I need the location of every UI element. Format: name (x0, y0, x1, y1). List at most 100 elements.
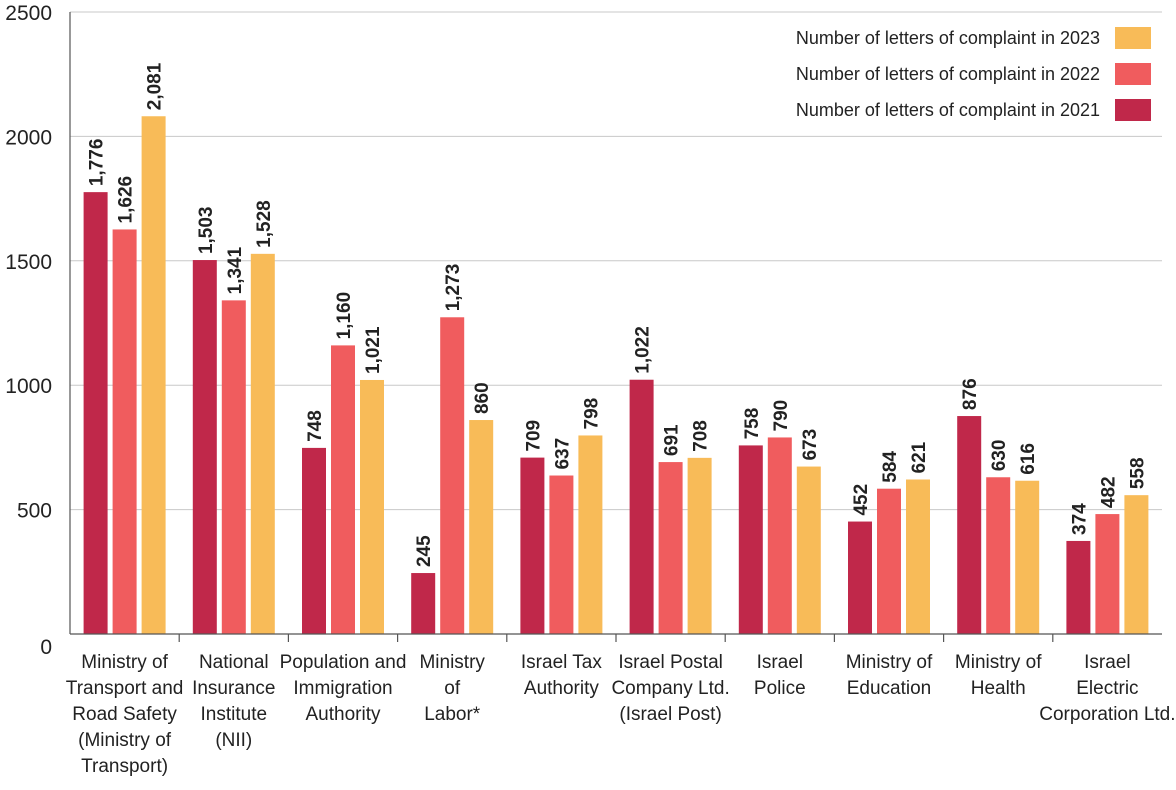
data-label: 748 (305, 410, 326, 442)
y-axis-ticks: 0 500 1000 1500 2000 2500 (5, 2, 52, 659)
x-tick-label-line: (Israel Post) (619, 704, 721, 725)
x-tick-label-line: Population and (280, 652, 407, 673)
x-tick-label-line: Ministry (419, 652, 485, 673)
y-tick-label: 500 (17, 500, 52, 523)
bar (1124, 495, 1149, 634)
bar (250, 253, 275, 634)
data-label: 790 (771, 400, 792, 432)
bar (141, 116, 166, 635)
x-tick-label-line: Transport) (81, 756, 168, 777)
x-tick-label: Israel Tax Authority (521, 652, 602, 699)
y-tick-label: 2500 (5, 2, 52, 25)
bar (411, 573, 436, 634)
x-tick-label-line: Israel (1084, 652, 1130, 673)
x-tick-label-line: National (199, 652, 269, 673)
bar (331, 345, 355, 634)
data-label: 876 (960, 378, 981, 410)
bar (520, 457, 545, 634)
bar (1015, 480, 1040, 634)
x-tick-label: Ministry of Health (955, 652, 1042, 699)
data-label: 1,341 (225, 246, 246, 294)
x-tick-label-line: (Ministry of (78, 730, 172, 751)
data-label: 482 (1098, 476, 1119, 508)
bar (192, 260, 217, 634)
x-tick-label-line: Corporation Ltd. (1039, 704, 1175, 725)
bar (112, 229, 137, 634)
x-tick-label: Israel Electric Corporation Ltd. (1039, 652, 1175, 725)
bar (658, 462, 683, 634)
x-tick-label: Israel Postal Company Ltd. (Israel Post) (611, 652, 729, 725)
y-tick-label: 1000 (5, 375, 52, 398)
bar (848, 521, 872, 634)
data-label: 2,081 (145, 62, 166, 110)
x-tick-label-line: Institute (201, 704, 268, 725)
legend-swatch (1115, 27, 1151, 49)
data-label: 1,503 (196, 207, 217, 255)
x-tick-label-line: Israel Tax (521, 652, 602, 673)
legend-label: Number of letters of complaint in 2021 (796, 100, 1100, 120)
x-tick-label-line: Ministry of (846, 652, 933, 673)
legend-swatch (1115, 99, 1151, 121)
x-tick-label-line: Ministry of (955, 652, 1042, 673)
x-tick-label: Ministry of Education (846, 652, 933, 699)
bar (957, 416, 982, 634)
legend-label: Number of letters of complaint in 2023 (796, 28, 1100, 48)
category-labels: Ministry of Transport and Road Safety (Mini… (66, 652, 1176, 777)
data-label: 1,021 (363, 326, 384, 374)
legend-swatch (1115, 63, 1151, 85)
bar (687, 457, 712, 634)
bar (221, 300, 246, 634)
data-label: 374 (1069, 503, 1090, 535)
bar (469, 420, 494, 634)
x-tick-label-line: Road Safety (72, 704, 177, 725)
x-tick-label-line: Israel (757, 652, 803, 673)
data-label: 673 (800, 429, 821, 461)
data-label: 1,273 (443, 264, 464, 312)
data-label: 616 (1018, 443, 1039, 475)
data-label: 1,626 (116, 176, 137, 224)
x-tick-label-line: (NII) (215, 730, 252, 751)
x-tick-label: Ministry of Transport and Road Safety (Mini… (66, 652, 184, 777)
bar (1095, 514, 1120, 634)
x-tick-label: Population and Immigration Authority (280, 652, 407, 725)
data-label: 798 (581, 398, 602, 430)
data-label: 1,022 (633, 326, 654, 374)
x-tick-label-line: Electric (1076, 678, 1138, 699)
legend-label: Number of letters of complaint in 2022 (796, 64, 1100, 84)
x-tick-label-line: Police (754, 678, 806, 699)
bar (629, 379, 654, 634)
bar (796, 466, 821, 634)
x-tick-label: Israel Police (754, 652, 806, 699)
x-tick-label-line: Education (847, 678, 932, 699)
data-label: 621 (909, 441, 930, 473)
x-tick-label-line: Ministry of (81, 652, 168, 673)
x-tick-label-line: Immigration (293, 678, 392, 699)
data-label: 860 (472, 382, 493, 414)
bar (360, 379, 384, 634)
bar (83, 192, 108, 634)
x-tick-label-line: Authority (524, 678, 599, 699)
y-tick-label: 1500 (5, 251, 52, 274)
data-label: 758 (742, 408, 763, 440)
bar (440, 317, 465, 634)
x-tick-label: National Insurance Institute (NII) (192, 652, 275, 751)
x-tick-label-line: of (444, 678, 461, 699)
value-labels: 1,776 1,626 2,081 1,503 1,341 1,528 748 1,160 1,… (87, 62, 1149, 567)
y-tick-label: 2000 (5, 126, 52, 149)
bar (738, 445, 763, 634)
x-tick-label-line: Transport and (66, 678, 184, 699)
data-label: 1,528 (254, 200, 275, 248)
bar (549, 475, 574, 634)
x-tick-label-line: Authority (306, 704, 381, 725)
bars (83, 116, 1149, 635)
bar (986, 477, 1011, 634)
bar (767, 437, 792, 634)
x-tick-label-line: Company Ltd. (611, 678, 729, 699)
x-tick-label: Ministry of Labor* (419, 652, 485, 725)
data-label: 558 (1127, 457, 1148, 489)
data-label: 584 (880, 451, 901, 483)
x-tick-label-line: Labor* (424, 704, 481, 725)
data-label: 1,776 (87, 139, 108, 187)
x-tick-label-line: Insurance (192, 678, 275, 699)
